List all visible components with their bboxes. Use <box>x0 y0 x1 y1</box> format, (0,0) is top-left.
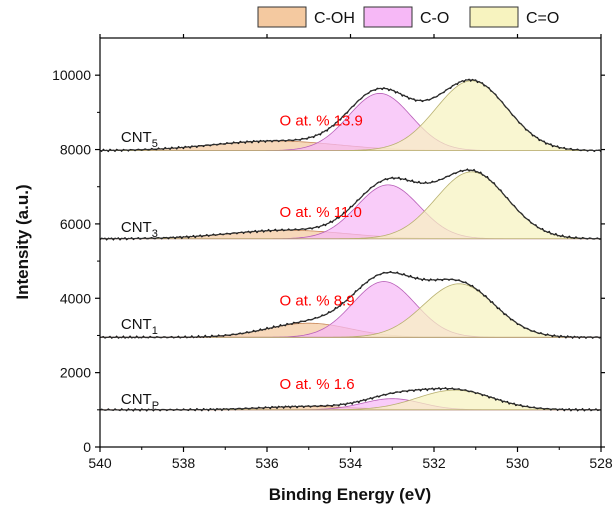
oxygen-content-annotation: O at. % 8.9 <box>280 293 355 310</box>
legend-swatch-c-o <box>469 6 519 28</box>
y-tick-label: 4000 <box>60 290 91 306</box>
y-tick-label: 2000 <box>60 365 91 381</box>
spectrum-envelope-cnt3 <box>100 169 602 240</box>
y-tick-label: 6000 <box>60 216 91 232</box>
y-tick-label: 0 <box>83 439 91 455</box>
spectrum-envelope-cntp <box>100 388 601 411</box>
y-tick-label: 10000 <box>52 67 91 83</box>
y-axis-title: Intensity (a.u.) <box>13 184 32 299</box>
spectra-lines <box>99 78 602 412</box>
oxygen-content-annotation: O at. % 11.0 <box>280 204 362 221</box>
sample-label-cnt5: CNT5 <box>121 129 158 150</box>
x-tick-label: 532 <box>422 455 446 471</box>
spectrum-envelope-cnt5 <box>99 79 602 152</box>
y-tick-label: 8000 <box>60 142 91 158</box>
x-tick-label: 536 <box>255 455 279 471</box>
sample-label-cnt1: CNT1 <box>121 316 158 337</box>
legend-label: C-OH <box>314 10 355 27</box>
sample-labels: CNTP O at. % 1.6 CNT1 O at. % 8.9 CNT3 O at. … <box>121 112 363 411</box>
x-tick-label: 540 <box>88 455 112 471</box>
x-tick-label: 530 <box>506 455 530 471</box>
x-axis-title: Binding Energy (eV) <box>269 485 431 504</box>
legend-label: C=O <box>526 10 559 27</box>
legend-swatch-c-o <box>363 6 413 28</box>
legend-label: C-O <box>420 10 449 27</box>
oxygen-content-annotation: O at. % 13.9 <box>280 112 363 129</box>
oxygen-content-annotation: O at. % 1.6 <box>280 376 355 393</box>
sample-label-cnt3: CNT3 <box>121 219 158 240</box>
x-tick-label: 538 <box>172 455 196 471</box>
legend-swatch-c-oh <box>257 6 307 28</box>
x-tick-label: 534 <box>339 455 363 471</box>
legend: C-OH C-O C=O <box>257 6 559 28</box>
component-fills <box>99 80 602 411</box>
spectrum-envelope-cnt1 <box>100 271 602 338</box>
x-tick-label: 528 <box>589 455 613 471</box>
axes: 540 538 536 534 532 530 528 0 2000 4000 6000 8000 10… <box>52 34 613 471</box>
sample-label-cntp: CNTP <box>121 391 159 412</box>
